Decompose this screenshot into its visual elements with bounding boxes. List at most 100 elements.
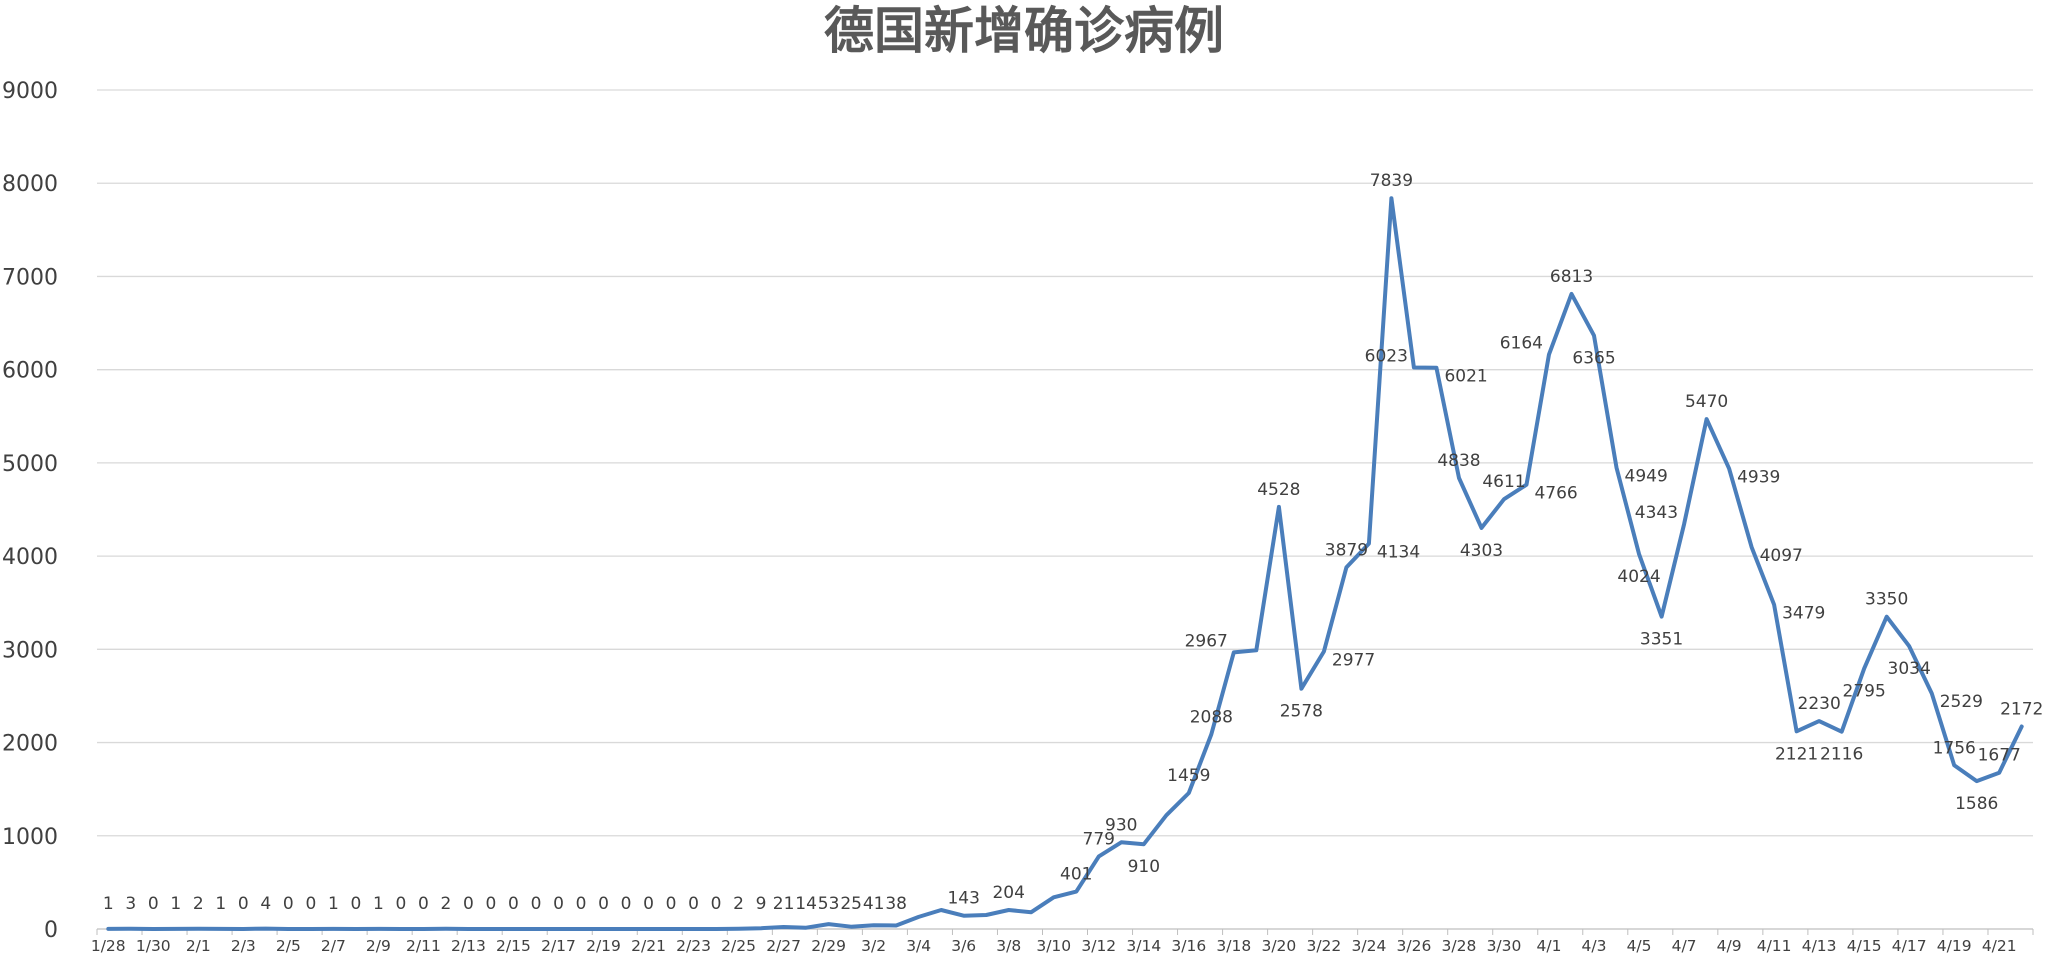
data-label: 2116 [1820, 745, 1863, 765]
x-tick-label: 1/28 [91, 937, 126, 955]
data-label: 1677 [1978, 746, 2021, 766]
x-tick-label: 2/17 [541, 937, 576, 955]
x-tick-label: 2/11 [406, 937, 441, 955]
data-label: 143 [947, 889, 979, 909]
y-tick-label: 0 [44, 918, 58, 943]
series-line-path [106, 196, 2024, 931]
data-label: 1 [170, 894, 181, 914]
data-label: 0 [283, 894, 294, 914]
x-tick-label: 3/2 [861, 937, 886, 955]
data-label: 1459 [1167, 766, 1210, 786]
data-label: 1 [373, 894, 384, 914]
data-label: 930 [1105, 815, 1137, 835]
data-label: 0 [418, 894, 429, 914]
data-label: 4303 [1460, 541, 1503, 561]
x-tick-label: 4/3 [1582, 937, 1607, 955]
data-label: 0 [576, 894, 587, 914]
data-label: 6023 [1365, 347, 1408, 367]
x-tick-label: 2/15 [496, 937, 531, 955]
data-label: 2977 [1332, 650, 1375, 670]
x-tick-label: 3/22 [1306, 937, 1341, 955]
data-label: 1586 [1955, 794, 1998, 814]
data-label: 5470 [1685, 392, 1728, 412]
series-line [106, 196, 2024, 931]
data-label: 2578 [1280, 702, 1323, 722]
data-label: 0 [531, 894, 542, 914]
x-tick-label: 2/27 [766, 937, 801, 955]
x-tick-label: 4/5 [1627, 937, 1652, 955]
data-label: 1 [328, 894, 339, 914]
data-label: 0 [711, 894, 722, 914]
y-tick-label: 7000 [2, 265, 58, 290]
y-tick-label: 1000 [2, 825, 58, 850]
data-label: 21 [773, 894, 795, 914]
data-label: 6813 [1550, 267, 1593, 287]
data-label: 910 [1128, 857, 1160, 877]
x-tick-label: 3/18 [1216, 937, 1251, 955]
data-label: 4939 [1737, 468, 1780, 488]
x-tick-label: 2/13 [451, 937, 486, 955]
data-label: 1 [103, 894, 114, 914]
data-label: 2 [441, 894, 452, 914]
data-label: 14 [795, 894, 817, 914]
data-label: 2172 [2000, 700, 2043, 720]
x-tick-label: 3/30 [1487, 937, 1522, 955]
y-tick-label: 5000 [2, 452, 58, 477]
data-label: 4097 [1760, 546, 1803, 566]
data-label: 1 [215, 894, 226, 914]
data-label: 4 [260, 894, 271, 914]
x-tick-label: 4/15 [1847, 937, 1882, 955]
data-label: 4611 [1482, 472, 1525, 492]
y-tick-label: 2000 [2, 732, 58, 757]
x-tick-label: 3/28 [1442, 937, 1477, 955]
data-label: 53 [818, 894, 840, 914]
x-tick-label: 2/9 [366, 937, 391, 955]
x-tick-label: 4/11 [1757, 937, 1792, 955]
data-label: 0 [508, 894, 519, 914]
data-label: 9 [756, 894, 767, 914]
data-label: 3351 [1640, 630, 1683, 650]
data-label: 0 [238, 894, 249, 914]
data-label: 0 [395, 894, 406, 914]
y-tick-label: 3000 [2, 638, 58, 663]
data-label: 7839 [1370, 171, 1413, 191]
x-tick-label: 3/6 [951, 937, 976, 955]
data-label: 2967 [1185, 631, 1228, 651]
data-label: 4528 [1257, 480, 1300, 500]
x-tick-label: 4/21 [1982, 937, 2017, 955]
x-tick-label: 2/1 [186, 937, 211, 955]
x-tick-label: 3/24 [1352, 937, 1387, 955]
data-label: 2 [193, 894, 204, 914]
x-tick-label: 4/1 [1537, 937, 1562, 955]
data-label: 0 [621, 894, 632, 914]
x-tick-label: 2/7 [321, 937, 346, 955]
data-label: 2795 [1843, 681, 1886, 701]
data-label: 2 [733, 894, 744, 914]
data-label: 0 [643, 894, 654, 914]
data-label: 6164 [1500, 333, 1543, 353]
x-tick-label: 3/14 [1126, 937, 1161, 955]
x-tick-label: 3/12 [1081, 937, 1116, 955]
y-tick-label: 9000 [2, 79, 58, 104]
x-tick-label: 2/21 [631, 937, 666, 955]
data-label: 3879 [1325, 540, 1368, 560]
data-label: 0 [463, 894, 474, 914]
y-axis-ticks: 0 1000 2000 3000 4000 5000 6000 7000 8000 9000 [2, 79, 58, 943]
data-label: 2529 [1940, 692, 1983, 712]
x-tick-label: 2/3 [231, 937, 256, 955]
data-label: 6021 [1444, 367, 1487, 387]
x-tick-label: 3/8 [996, 937, 1021, 955]
gridlines [97, 89, 2033, 930]
data-label: 0 [148, 894, 159, 914]
x-tick-label: 2/23 [676, 937, 711, 955]
data-label: 4949 [1625, 467, 1668, 487]
data-label: 2230 [1798, 694, 1841, 714]
x-tick-label: 3/16 [1171, 937, 1206, 955]
data-label: 0 [305, 894, 316, 914]
x-axis-ticks: 1/28 1/30 2/1 2/3 2/5 2/7 2/9 2/11 2/13 2/15 2/17 2… [91, 929, 2034, 955]
data-label: 3034 [1888, 659, 1931, 679]
y-tick-label: 8000 [2, 172, 58, 197]
data-label: 0 [350, 894, 361, 914]
x-tick-label: 2/5 [276, 937, 301, 955]
